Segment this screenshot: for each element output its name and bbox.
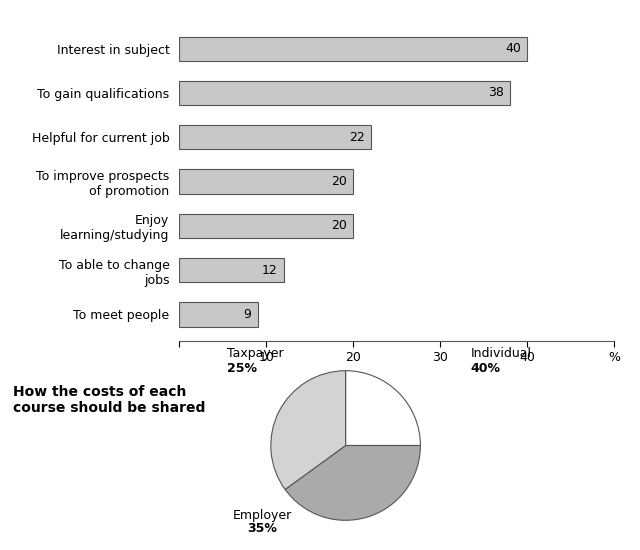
Bar [179, 258, 284, 282]
Bar [179, 169, 353, 194]
Text: 38: 38 [488, 86, 504, 100]
Wedge shape [285, 446, 420, 520]
Text: 20: 20 [332, 175, 347, 188]
Text: Employer: Employer [233, 509, 292, 522]
Bar [179, 125, 371, 150]
Text: 40%: 40% [470, 362, 500, 375]
Wedge shape [346, 371, 420, 446]
Text: 12: 12 [262, 263, 278, 277]
Text: How the costs of each
course should be shared: How the costs of each course should be s… [13, 385, 205, 415]
Bar [179, 302, 257, 327]
Text: 35%: 35% [248, 522, 277, 536]
Text: 40: 40 [506, 42, 521, 55]
Text: 22: 22 [349, 131, 365, 144]
Text: Taxpayer: Taxpayer [227, 347, 284, 360]
Text: Individual: Individual [470, 347, 531, 360]
Bar [179, 213, 353, 238]
Bar [179, 81, 510, 105]
Text: 20: 20 [332, 219, 347, 232]
Bar [179, 36, 527, 61]
Wedge shape [271, 371, 346, 490]
Text: 25%: 25% [227, 362, 257, 375]
Text: 9: 9 [244, 308, 252, 321]
